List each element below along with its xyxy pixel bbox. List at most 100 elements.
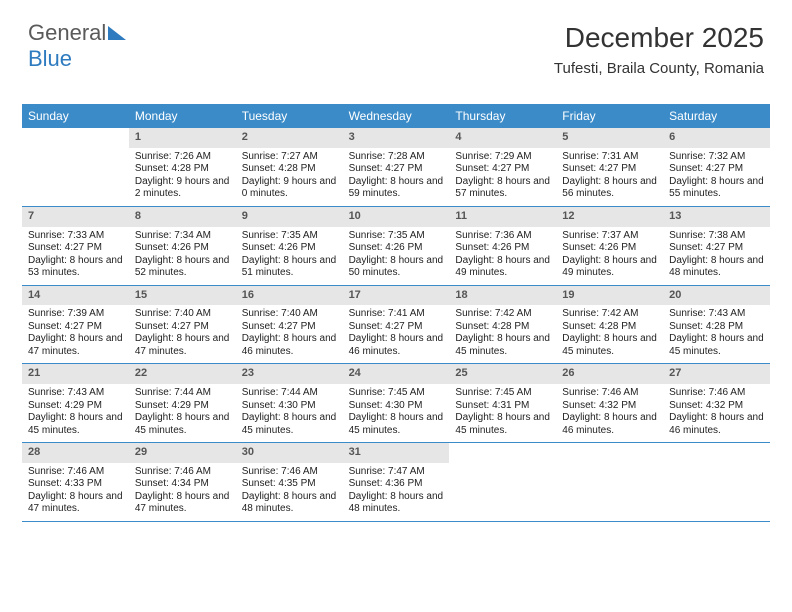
day-info: Sunrise: 7:35 AMSunset: 4:26 PMDaylight:… [343, 227, 450, 285]
calendar-cell: 9Sunrise: 7:35 AMSunset: 4:26 PMDaylight… [236, 207, 343, 285]
calendar-week: 21Sunrise: 7:43 AMSunset: 4:29 PMDayligh… [22, 364, 770, 443]
daylight-text: Daylight: 8 hours and 49 minutes. [455, 255, 550, 280]
day-number: 27 [663, 364, 770, 384]
day-header: Monday [129, 104, 236, 128]
calendar-cell: 27Sunrise: 7:46 AMSunset: 4:32 PMDayligh… [663, 364, 770, 442]
day-header: Friday [556, 104, 663, 128]
day-info: Sunrise: 7:45 AMSunset: 4:30 PMDaylight:… [343, 384, 450, 442]
day-info: Sunrise: 7:39 AMSunset: 4:27 PMDaylight:… [22, 305, 129, 363]
sunset-text: Sunset: 4:26 PM [135, 242, 230, 255]
sunrise-text: Sunrise: 7:44 AM [242, 387, 337, 400]
sunrise-text: Sunrise: 7:46 AM [669, 387, 764, 400]
calendar-week: 14Sunrise: 7:39 AMSunset: 4:27 PMDayligh… [22, 286, 770, 365]
sunrise-text: Sunrise: 7:46 AM [135, 466, 230, 479]
day-info: Sunrise: 7:42 AMSunset: 4:28 PMDaylight:… [449, 305, 556, 363]
calendar-cell: 22Sunrise: 7:44 AMSunset: 4:29 PMDayligh… [129, 364, 236, 442]
sunset-text: Sunset: 4:27 PM [562, 163, 657, 176]
sunrise-text: Sunrise: 7:28 AM [349, 151, 444, 164]
sunset-text: Sunset: 4:28 PM [562, 321, 657, 334]
sunset-text: Sunset: 4:27 PM [669, 163, 764, 176]
day-number: 24 [343, 364, 450, 384]
daylight-text: Daylight: 8 hours and 45 minutes. [135, 412, 230, 437]
brand-part2: Blue [28, 46, 72, 71]
day-number: 19 [556, 286, 663, 306]
daylight-text: Daylight: 8 hours and 45 minutes. [242, 412, 337, 437]
sunset-text: Sunset: 4:26 PM [455, 242, 550, 255]
sunrise-text: Sunrise: 7:42 AM [455, 308, 550, 321]
calendar-cell: 26Sunrise: 7:46 AMSunset: 4:32 PMDayligh… [556, 364, 663, 442]
sunrise-text: Sunrise: 7:27 AM [242, 151, 337, 164]
calendar-cell: 17Sunrise: 7:41 AMSunset: 4:27 PMDayligh… [343, 286, 450, 364]
day-header: Tuesday [236, 104, 343, 128]
sunset-text: Sunset: 4:27 PM [349, 163, 444, 176]
day-number: 3 [343, 128, 450, 148]
day-info: Sunrise: 7:45 AMSunset: 4:31 PMDaylight:… [449, 384, 556, 442]
sunset-text: Sunset: 4:28 PM [242, 163, 337, 176]
calendar-cell [449, 443, 556, 521]
sunset-text: Sunset: 4:27 PM [242, 321, 337, 334]
day-info: Sunrise: 7:31 AMSunset: 4:27 PMDaylight:… [556, 148, 663, 206]
day-number: 11 [449, 207, 556, 227]
daylight-text: Daylight: 8 hours and 46 minutes. [562, 412, 657, 437]
sunset-text: Sunset: 4:35 PM [242, 478, 337, 491]
calendar-cell: 6Sunrise: 7:32 AMSunset: 4:27 PMDaylight… [663, 128, 770, 206]
day-header: Wednesday [343, 104, 450, 128]
location-subtitle: Tufesti, Braila County, Romania [554, 60, 764, 77]
brand-triangle-icon [108, 26, 126, 40]
sunrise-text: Sunrise: 7:46 AM [562, 387, 657, 400]
day-header: Sunday [22, 104, 129, 128]
sunset-text: Sunset: 4:29 PM [28, 400, 123, 413]
day-info: Sunrise: 7:34 AMSunset: 4:26 PMDaylight:… [129, 227, 236, 285]
day-info: Sunrise: 7:41 AMSunset: 4:27 PMDaylight:… [343, 305, 450, 363]
calendar-cell: 10Sunrise: 7:35 AMSunset: 4:26 PMDayligh… [343, 207, 450, 285]
day-number: 1 [129, 128, 236, 148]
daylight-text: Daylight: 8 hours and 49 minutes. [562, 255, 657, 280]
calendar-cell: 16Sunrise: 7:40 AMSunset: 4:27 PMDayligh… [236, 286, 343, 364]
calendar-cell: 11Sunrise: 7:36 AMSunset: 4:26 PMDayligh… [449, 207, 556, 285]
daylight-text: Daylight: 8 hours and 45 minutes. [562, 333, 657, 358]
daylight-text: Daylight: 8 hours and 47 minutes. [135, 333, 230, 358]
calendar-cell: 23Sunrise: 7:44 AMSunset: 4:30 PMDayligh… [236, 364, 343, 442]
day-info: Sunrise: 7:46 AMSunset: 4:32 PMDaylight:… [556, 384, 663, 442]
sunrise-text: Sunrise: 7:47 AM [349, 466, 444, 479]
day-info: Sunrise: 7:42 AMSunset: 4:28 PMDaylight:… [556, 305, 663, 363]
day-info: Sunrise: 7:32 AMSunset: 4:27 PMDaylight:… [663, 148, 770, 206]
daylight-text: Daylight: 8 hours and 52 minutes. [135, 255, 230, 280]
day-header: Thursday [449, 104, 556, 128]
day-number: 18 [449, 286, 556, 306]
sunset-text: Sunset: 4:36 PM [349, 478, 444, 491]
sunset-text: Sunset: 4:26 PM [349, 242, 444, 255]
daylight-text: Daylight: 8 hours and 53 minutes. [28, 255, 123, 280]
sunset-text: Sunset: 4:27 PM [455, 163, 550, 176]
daylight-text: Daylight: 8 hours and 45 minutes. [28, 412, 123, 437]
calendar-cell: 30Sunrise: 7:46 AMSunset: 4:35 PMDayligh… [236, 443, 343, 521]
calendar-week: 7Sunrise: 7:33 AMSunset: 4:27 PMDaylight… [22, 207, 770, 286]
sunset-text: Sunset: 4:31 PM [455, 400, 550, 413]
daylight-text: Daylight: 8 hours and 45 minutes. [455, 333, 550, 358]
calendar-cell: 24Sunrise: 7:45 AMSunset: 4:30 PMDayligh… [343, 364, 450, 442]
calendar-cell [556, 443, 663, 521]
calendar-cell: 1Sunrise: 7:26 AMSunset: 4:28 PMDaylight… [129, 128, 236, 206]
calendar-header-row: Sunday Monday Tuesday Wednesday Thursday… [22, 104, 770, 128]
day-info: Sunrise: 7:35 AMSunset: 4:26 PMDaylight:… [236, 227, 343, 285]
day-info: Sunrise: 7:46 AMSunset: 4:32 PMDaylight:… [663, 384, 770, 442]
day-number: 28 [22, 443, 129, 463]
daylight-text: Daylight: 9 hours and 2 minutes. [135, 176, 230, 201]
sunset-text: Sunset: 4:26 PM [562, 242, 657, 255]
sunrise-text: Sunrise: 7:46 AM [28, 466, 123, 479]
day-number: 29 [129, 443, 236, 463]
day-info: Sunrise: 7:43 AMSunset: 4:29 PMDaylight:… [22, 384, 129, 442]
day-number: 4 [449, 128, 556, 148]
sunrise-text: Sunrise: 7:35 AM [349, 230, 444, 243]
brand-part1: General [28, 20, 106, 45]
page-title-block: December 2025 Tufesti, Braila County, Ro… [554, 22, 764, 77]
daylight-text: Daylight: 8 hours and 50 minutes. [349, 255, 444, 280]
sunset-text: Sunset: 4:32 PM [669, 400, 764, 413]
daylight-text: Daylight: 8 hours and 56 minutes. [562, 176, 657, 201]
sunset-text: Sunset: 4:26 PM [242, 242, 337, 255]
calendar-week: 28Sunrise: 7:46 AMSunset: 4:33 PMDayligh… [22, 443, 770, 522]
day-info: Sunrise: 7:26 AMSunset: 4:28 PMDaylight:… [129, 148, 236, 206]
day-number: 14 [22, 286, 129, 306]
sunset-text: Sunset: 4:34 PM [135, 478, 230, 491]
calendar-cell: 21Sunrise: 7:43 AMSunset: 4:29 PMDayligh… [22, 364, 129, 442]
